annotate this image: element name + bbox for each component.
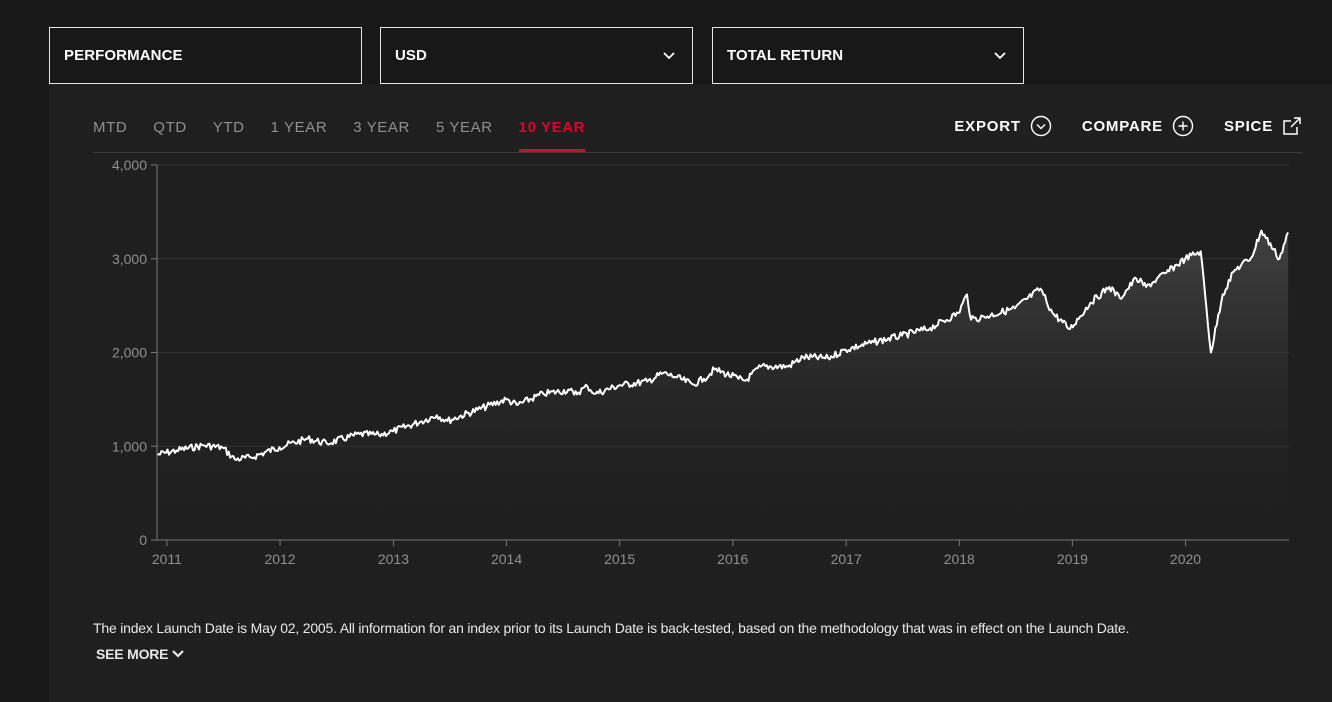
tab-ytd[interactable]: YTD (212, 119, 245, 136)
export-button[interactable]: EXPORT (954, 115, 1052, 137)
tabs-divider (93, 152, 1302, 153)
compare-label: COMPARE (1081, 117, 1163, 135)
tab-10-year[interactable]: 10 YEAR (518, 120, 586, 152)
series-line (156, 229, 1289, 462)
compare-button[interactable]: COMPARE (1082, 115, 1194, 137)
plus-circle-icon (1172, 115, 1194, 137)
y-tick-label: 4,000 (112, 157, 147, 173)
y-tick-label: 1,000 (112, 438, 147, 454)
currency-select-label: USD (395, 47, 427, 64)
chart-panel: MTD QTD YTD 1 YEAR 3 YEAR 5 YEAR 10 YEAR… (49, 84, 1332, 702)
x-tick-label: 2018 (944, 551, 975, 567)
type-select[interactable]: PERFORMANCE (49, 27, 362, 84)
tab-mtd[interactable]: MTD (93, 119, 128, 136)
currency-select[interactable]: USD (380, 27, 693, 84)
spice-link[interactable]: SPICE (1224, 116, 1302, 136)
tab-3-year[interactable]: 3 YEAR (353, 119, 410, 136)
tab-1-year[interactable]: 1 YEAR (270, 119, 328, 136)
launch-date-note: The index Launch Date is May 02, 2005. A… (93, 620, 1130, 636)
tab-5-year[interactable]: 5 YEAR (435, 119, 493, 136)
export-label: EXPORT (954, 117, 1021, 135)
chevron-down-icon (663, 52, 675, 60)
y-tick-label: 3,000 (112, 251, 147, 267)
performance-chart: 0 1,000 2,000 3,000 4,000 2011 2012 2013 2014 201… (112, 157, 1289, 567)
x-tick-label: 2019 (1057, 551, 1088, 567)
x-tick-label: 2020 (1170, 551, 1201, 567)
external-link-icon (1283, 117, 1301, 135)
type-select-label: PERFORMANCE (64, 47, 183, 64)
chevron-down-icon (994, 52, 1006, 60)
x-tick-label: 2016 (717, 551, 748, 567)
y-tick-label: 2,000 (112, 345, 147, 361)
x-tick-label: 2015 (604, 551, 635, 567)
spice-label: SPICE (1223, 117, 1273, 135)
see-more-label: SEE MORE (96, 646, 169, 662)
x-tick-label: 2011 (152, 551, 182, 567)
y-tick-label: 0 (139, 532, 147, 548)
return-type-select[interactable]: TOTAL RETURN (712, 27, 1024, 84)
tab-qtd[interactable]: QTD (153, 119, 187, 136)
see-more-button[interactable]: SEE MORE (96, 646, 185, 662)
x-tick-label: 2017 (831, 551, 862, 567)
x-tick-label: 2014 (491, 551, 522, 567)
chevron-down-icon (172, 650, 185, 658)
return-type-select-label: TOTAL RETURN (727, 47, 844, 64)
x-tick-label: 2013 (378, 551, 409, 567)
period-tabs: MTD QTD YTD 1 YEAR 3 YEAR 5 YEAR 10 YEAR (93, 120, 611, 152)
axes: 0 1,000 2,000 3,000 4,000 2011 2012 2013 2014 201… (112, 157, 1289, 567)
chart-actions: EXPORT COMPARE SPICE (924, 115, 1302, 137)
x-tick-label: 2012 (264, 551, 295, 567)
chevron-circle-down-icon (1030, 115, 1052, 137)
series-area (157, 230, 1289, 540)
